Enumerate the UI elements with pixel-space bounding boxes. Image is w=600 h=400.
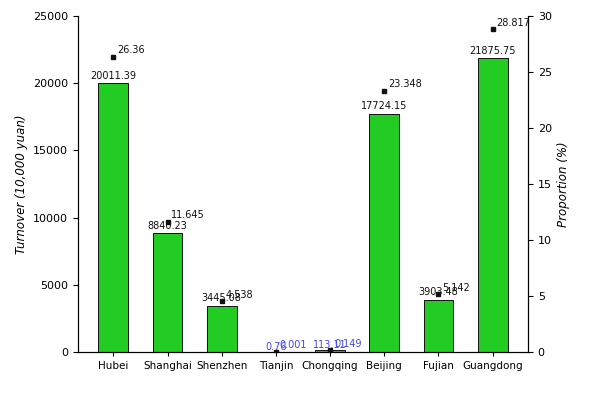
Text: 11.645: 11.645 xyxy=(172,210,205,220)
Text: 4.538: 4.538 xyxy=(226,290,253,300)
Text: 0.001: 0.001 xyxy=(280,340,307,350)
Text: 17724.15: 17724.15 xyxy=(361,101,407,111)
Bar xyxy=(424,300,454,352)
Text: 113.11: 113.11 xyxy=(313,340,347,350)
Bar xyxy=(370,114,399,352)
Text: 21875.75: 21875.75 xyxy=(469,46,516,56)
Text: 0.149: 0.149 xyxy=(334,339,361,349)
Bar xyxy=(315,350,345,352)
Bar xyxy=(207,306,236,352)
Bar xyxy=(98,83,128,352)
Text: 26.36: 26.36 xyxy=(117,45,145,55)
Bar xyxy=(152,233,182,352)
Text: 0.76: 0.76 xyxy=(265,342,287,352)
Text: 28.817: 28.817 xyxy=(496,18,530,28)
Y-axis label: Turnover (10,000 yuan): Turnover (10,000 yuan) xyxy=(14,114,28,254)
Text: 5.142: 5.142 xyxy=(442,283,470,293)
Y-axis label: Proportion (%): Proportion (%) xyxy=(557,141,571,227)
Text: 20011.39: 20011.39 xyxy=(91,71,136,81)
Text: 8840.23: 8840.23 xyxy=(148,221,187,231)
Text: 23.348: 23.348 xyxy=(388,79,422,89)
Bar xyxy=(478,58,508,352)
Text: 3903.48: 3903.48 xyxy=(419,287,458,297)
Text: 3445.08: 3445.08 xyxy=(202,293,242,303)
